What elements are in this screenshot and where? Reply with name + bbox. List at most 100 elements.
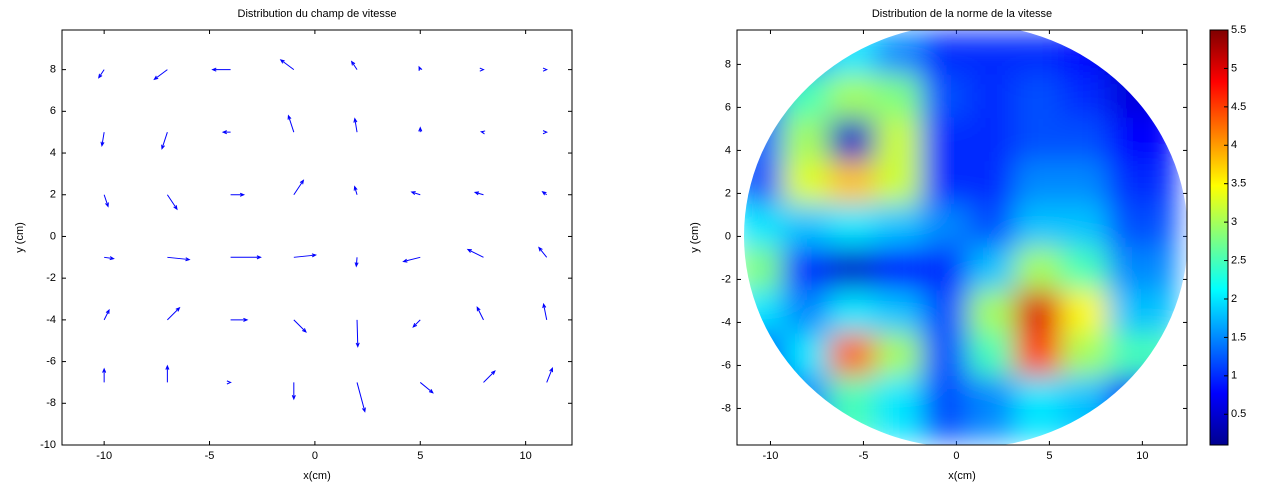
vector-arrow xyxy=(542,67,548,72)
vector-arrow xyxy=(103,308,110,321)
vector-arrow xyxy=(166,194,178,211)
colorbar-tick-label: 4.5 xyxy=(1231,101,1246,113)
y-tick-label: 2 xyxy=(50,189,56,201)
vector-arrow xyxy=(479,67,485,72)
vector-arrow xyxy=(483,370,496,383)
y-tick-label: -4 xyxy=(46,314,56,326)
vector-arrow xyxy=(355,319,360,348)
chart-title: Distribution de la norme de la vitesse xyxy=(872,8,1052,20)
vector-arrow xyxy=(293,253,317,258)
chart-title: Distribution du champ de vitesse xyxy=(238,8,397,20)
colorbar-tick-label: 5 xyxy=(1231,62,1237,74)
x-tick-label: 10 xyxy=(520,450,532,462)
y-tick-label: 6 xyxy=(725,101,731,113)
y-tick-label: 0 xyxy=(50,230,56,242)
y-axis-label: y (cm) xyxy=(689,222,701,253)
x-tick-label: 5 xyxy=(1046,450,1052,462)
y-tick-label: -6 xyxy=(721,359,731,371)
colorbar-tick-label: 5.5 xyxy=(1231,24,1246,36)
vector-arrow xyxy=(354,257,359,268)
vector-arrow xyxy=(100,132,105,147)
y-tick-label: 4 xyxy=(725,144,731,156)
x-tick-label: 10 xyxy=(1136,450,1148,462)
y-tick-label: 4 xyxy=(50,147,56,159)
y-tick-label: -10 xyxy=(40,439,56,451)
x-tick-label: -10 xyxy=(96,450,112,462)
vector-arrow xyxy=(402,256,421,263)
speed-cell xyxy=(1107,376,1178,441)
vector-arrow xyxy=(356,382,366,413)
x-axis-label: x(cm) xyxy=(303,470,331,482)
vector-arrow xyxy=(165,364,170,383)
vector-arrow xyxy=(287,114,295,133)
x-tick-label: 5 xyxy=(417,450,423,462)
colorbar-tick-label: 0.5 xyxy=(1231,408,1246,420)
vector-arrow xyxy=(98,69,105,79)
vector-arrow xyxy=(353,117,358,133)
vector-arrow xyxy=(410,191,421,196)
colorbar-tick-label: 3 xyxy=(1231,216,1237,228)
y-tick-label: -6 xyxy=(46,355,56,367)
x-tick-label: 0 xyxy=(953,450,959,462)
vector-arrow xyxy=(418,65,423,71)
vector-arrow xyxy=(542,130,548,135)
colorbar-tick-label: 4 xyxy=(1231,139,1237,151)
colorbar xyxy=(1209,29,1229,446)
vector-arrow xyxy=(350,60,358,70)
vector-arrow xyxy=(167,256,191,262)
x-tick-label: -5 xyxy=(859,450,869,462)
colorbar-tick-label: 1.5 xyxy=(1231,331,1246,343)
vector-arrow xyxy=(479,130,486,135)
vector-arrow xyxy=(542,302,548,320)
field xyxy=(744,32,1178,441)
y-tick-label: 2 xyxy=(725,187,731,199)
vector-arrow xyxy=(230,255,262,260)
vector-arrow xyxy=(153,69,168,81)
vector-arrow xyxy=(541,191,548,196)
vector-arrow xyxy=(167,306,181,321)
x-axis-label: x(cm) xyxy=(948,470,976,482)
vector-arrow xyxy=(293,179,305,196)
speed-cell xyxy=(744,376,806,441)
vector-arrow xyxy=(230,317,249,322)
y-tick-label: -2 xyxy=(721,273,731,285)
field-disk xyxy=(744,32,1178,441)
y-tick-label: -8 xyxy=(46,397,56,409)
vector-arrow xyxy=(538,246,548,258)
vector-arrow xyxy=(161,132,168,150)
y-tick-label: -2 xyxy=(46,272,56,284)
vector-arrow xyxy=(476,306,484,321)
x-tick-label: -5 xyxy=(205,450,215,462)
vector-arrow xyxy=(419,382,434,394)
vector-arrow xyxy=(546,366,553,383)
vector-arrow xyxy=(221,130,231,135)
vector-arrow xyxy=(291,382,296,401)
vector-arrow xyxy=(466,248,484,258)
y-axis-label: y (cm) xyxy=(14,222,26,253)
field-clip xyxy=(744,32,1178,441)
vector-arrow xyxy=(103,194,109,208)
colorbar-tick-label: 2 xyxy=(1231,293,1237,305)
vector-arrow xyxy=(473,191,484,196)
vector-arrow xyxy=(211,67,231,72)
colorbar-tick-label: 2.5 xyxy=(1231,254,1246,266)
vector-arrow xyxy=(102,367,107,383)
vector-arrow xyxy=(293,319,307,333)
speed-cell xyxy=(744,32,806,97)
vector-arrow xyxy=(104,256,115,261)
x-tick-label: -10 xyxy=(763,450,779,462)
y-tick-label: 8 xyxy=(50,64,56,76)
vector-arrow xyxy=(279,59,295,71)
y-tick-label: -4 xyxy=(721,316,731,328)
plot-frame xyxy=(736,29,1188,446)
y-tick-label: 0 xyxy=(725,230,731,242)
y-tick-label: 8 xyxy=(725,58,731,70)
colorbar-tick-label: 1 xyxy=(1231,370,1237,382)
vector-arrow xyxy=(353,185,358,195)
y-tick-label: -8 xyxy=(721,402,731,414)
vector-arrow xyxy=(418,126,423,133)
vector-arrow xyxy=(226,380,232,385)
colorbar-tick-label: 3.5 xyxy=(1231,178,1246,190)
plot-frame xyxy=(61,29,573,446)
